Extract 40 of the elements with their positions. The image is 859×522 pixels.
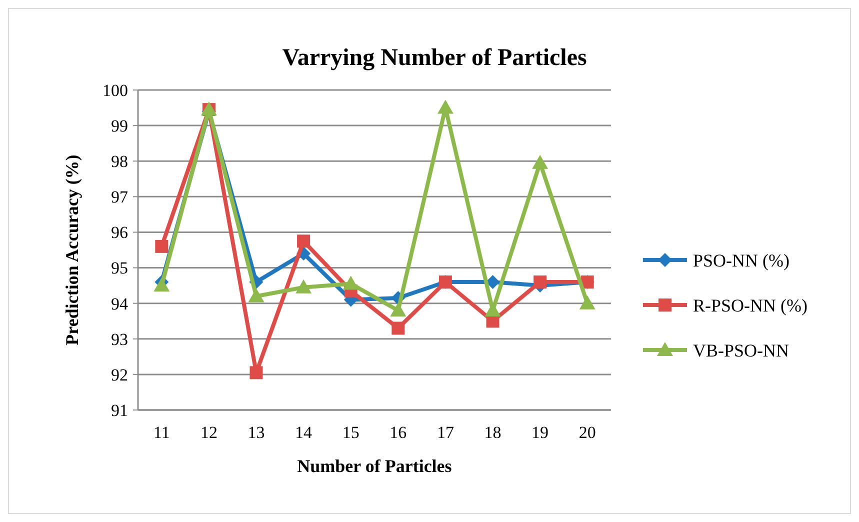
y-tick-label: 95 (111, 258, 128, 278)
y-axis-title: Prediction Accuracy (%) (62, 154, 82, 346)
y-tick-label: 99 (111, 116, 128, 136)
y-tick-label: 96 (111, 223, 128, 242)
point (248, 288, 264, 302)
point (155, 240, 168, 253)
x-tick-label: 19 (532, 423, 549, 442)
x-tick-label: 12 (200, 423, 218, 442)
y-tick-label: 93 (111, 330, 128, 349)
legend-label: VB-PSO-NN (693, 340, 790, 360)
x-tick-label: 18 (484, 423, 502, 442)
point (392, 322, 405, 335)
y-tick-label: 100 (102, 80, 128, 100)
y-tick-label: 91 (111, 400, 128, 420)
legend-label: R-PSO-NN (%) (693, 295, 808, 316)
point (154, 278, 170, 292)
x-tick-label: 20 (578, 423, 596, 442)
point (579, 295, 596, 310)
legend-label: PSO-NN (%) (693, 250, 790, 270)
x-axis-title: Number of Particles (297, 456, 452, 476)
chart-title: Varrying Number of Particles (282, 45, 587, 71)
y-tick-label: 92 (111, 365, 128, 384)
point (534, 276, 547, 288)
x-tick-label: 15 (342, 423, 360, 442)
point (296, 279, 312, 294)
y-tick-label: 97 (111, 188, 128, 207)
y-tick-label: 94 (111, 294, 128, 314)
x-tick-label: 11 (153, 423, 170, 442)
y-tick-label: 98 (111, 152, 128, 172)
x-tick-label: 14 (295, 423, 313, 442)
point (486, 275, 500, 289)
point (437, 100, 454, 114)
point (297, 234, 310, 248)
point (342, 276, 359, 290)
x-tick-label: 17 (436, 423, 454, 442)
point (250, 366, 263, 380)
x-tick-label: 16 (390, 423, 407, 442)
x-tick-label: 13 (248, 423, 265, 442)
point (390, 302, 406, 316)
point (532, 154, 548, 169)
